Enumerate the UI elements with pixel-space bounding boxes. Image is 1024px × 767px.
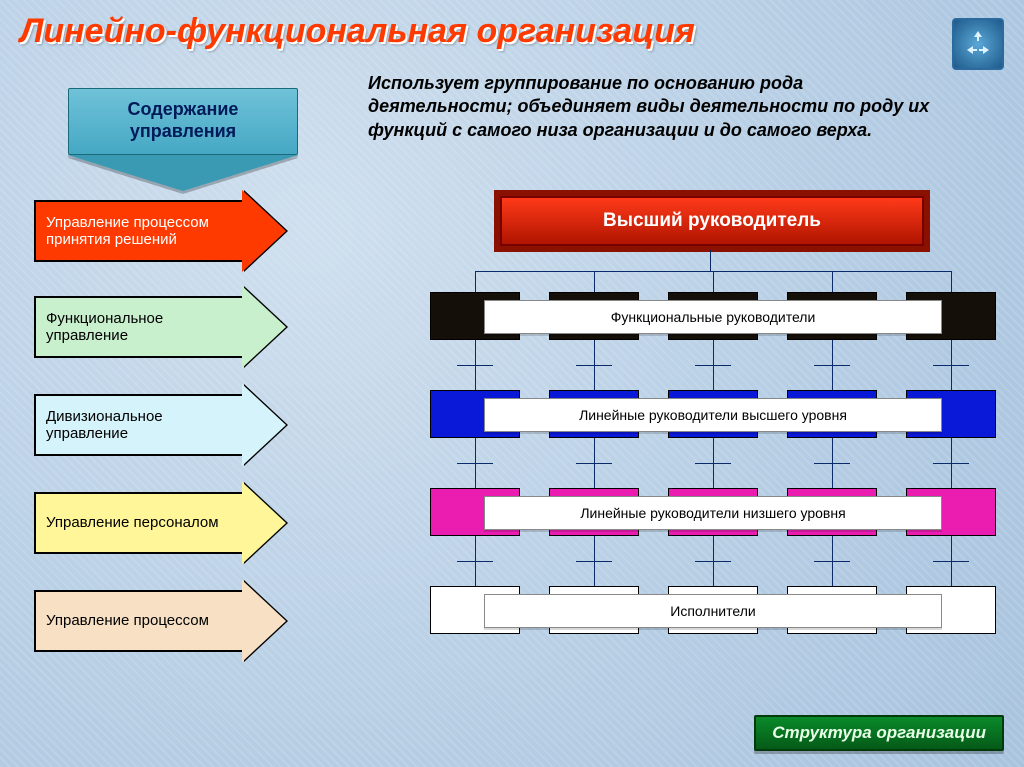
- connector-line: [457, 365, 493, 366]
- left-arrow-3: Управление персоналом: [34, 492, 286, 554]
- connector-line: [695, 463, 731, 464]
- connector-line: [594, 271, 595, 292]
- recycle-icon: [952, 18, 1004, 70]
- header-down-arrow: Содержание управления: [68, 88, 298, 191]
- left-arrow-2: Дивизиональное управление: [34, 394, 286, 456]
- connector-line: [576, 463, 612, 464]
- arrow-head-icon: [242, 384, 286, 466]
- left-arrow-1: Функциональное управление: [34, 296, 286, 358]
- header-line2: управления: [130, 121, 236, 141]
- arrow-head-icon: [242, 482, 286, 564]
- top-leader-box: Высший руководитель: [500, 196, 924, 246]
- description-text: Использует группирование по основанию ро…: [368, 72, 934, 142]
- connector-line: [951, 271, 952, 292]
- connector-line: [475, 271, 476, 292]
- tier-3: Исполнители: [430, 586, 996, 634]
- connector-line: [933, 365, 969, 366]
- connector-line: [576, 365, 612, 366]
- connector-line: [814, 463, 850, 464]
- arrow-head-icon: [242, 286, 286, 368]
- left-arrow-label-3: Управление персоналом: [34, 492, 244, 554]
- left-arrow-label-2: Дивизиональное управление: [34, 394, 244, 456]
- header-line1: Содержание: [128, 99, 239, 119]
- tier-1: Линейные руководители высшего уровня: [430, 390, 996, 438]
- left-arrow-label-0: Управление процессом принятия решений: [34, 200, 244, 262]
- tier-label-0: Функциональные руководители: [484, 300, 942, 334]
- connector-line: [457, 561, 493, 562]
- slide-title: Линейно-функциональная организация: [20, 12, 695, 51]
- connector-line: [695, 561, 731, 562]
- connector-line: [814, 365, 850, 366]
- arrow-head-icon: [242, 190, 286, 272]
- tier-label-2: Линейные руководители низшего уровня: [484, 496, 942, 530]
- connector-line: [814, 561, 850, 562]
- tier-label-1: Линейные руководители высшего уровня: [484, 398, 942, 432]
- tier-label-3: Исполнители: [484, 594, 942, 628]
- tier-2: Линейные руководители низшего уровня: [430, 488, 996, 536]
- footer-tag: Структура организации: [754, 715, 1004, 751]
- left-arrow-0: Управление процессом принятия решений: [34, 200, 286, 262]
- left-arrow-label-1: Функциональное управление: [34, 296, 244, 358]
- connector-line: [457, 463, 493, 464]
- connector-line: [933, 561, 969, 562]
- connector-line: [933, 463, 969, 464]
- arrow-head-icon: [242, 580, 286, 662]
- connector-line: [576, 561, 612, 562]
- connector-line: [695, 365, 731, 366]
- left-arrow-label-4: Управление процессом: [34, 590, 244, 652]
- connector-line: [713, 271, 714, 292]
- tier-0: Функциональные руководители: [430, 292, 996, 340]
- top-leader-label: Высший руководитель: [603, 210, 821, 232]
- connector-line: [710, 250, 711, 271]
- connector-line: [832, 271, 833, 292]
- left-arrow-4: Управление процессом: [34, 590, 286, 652]
